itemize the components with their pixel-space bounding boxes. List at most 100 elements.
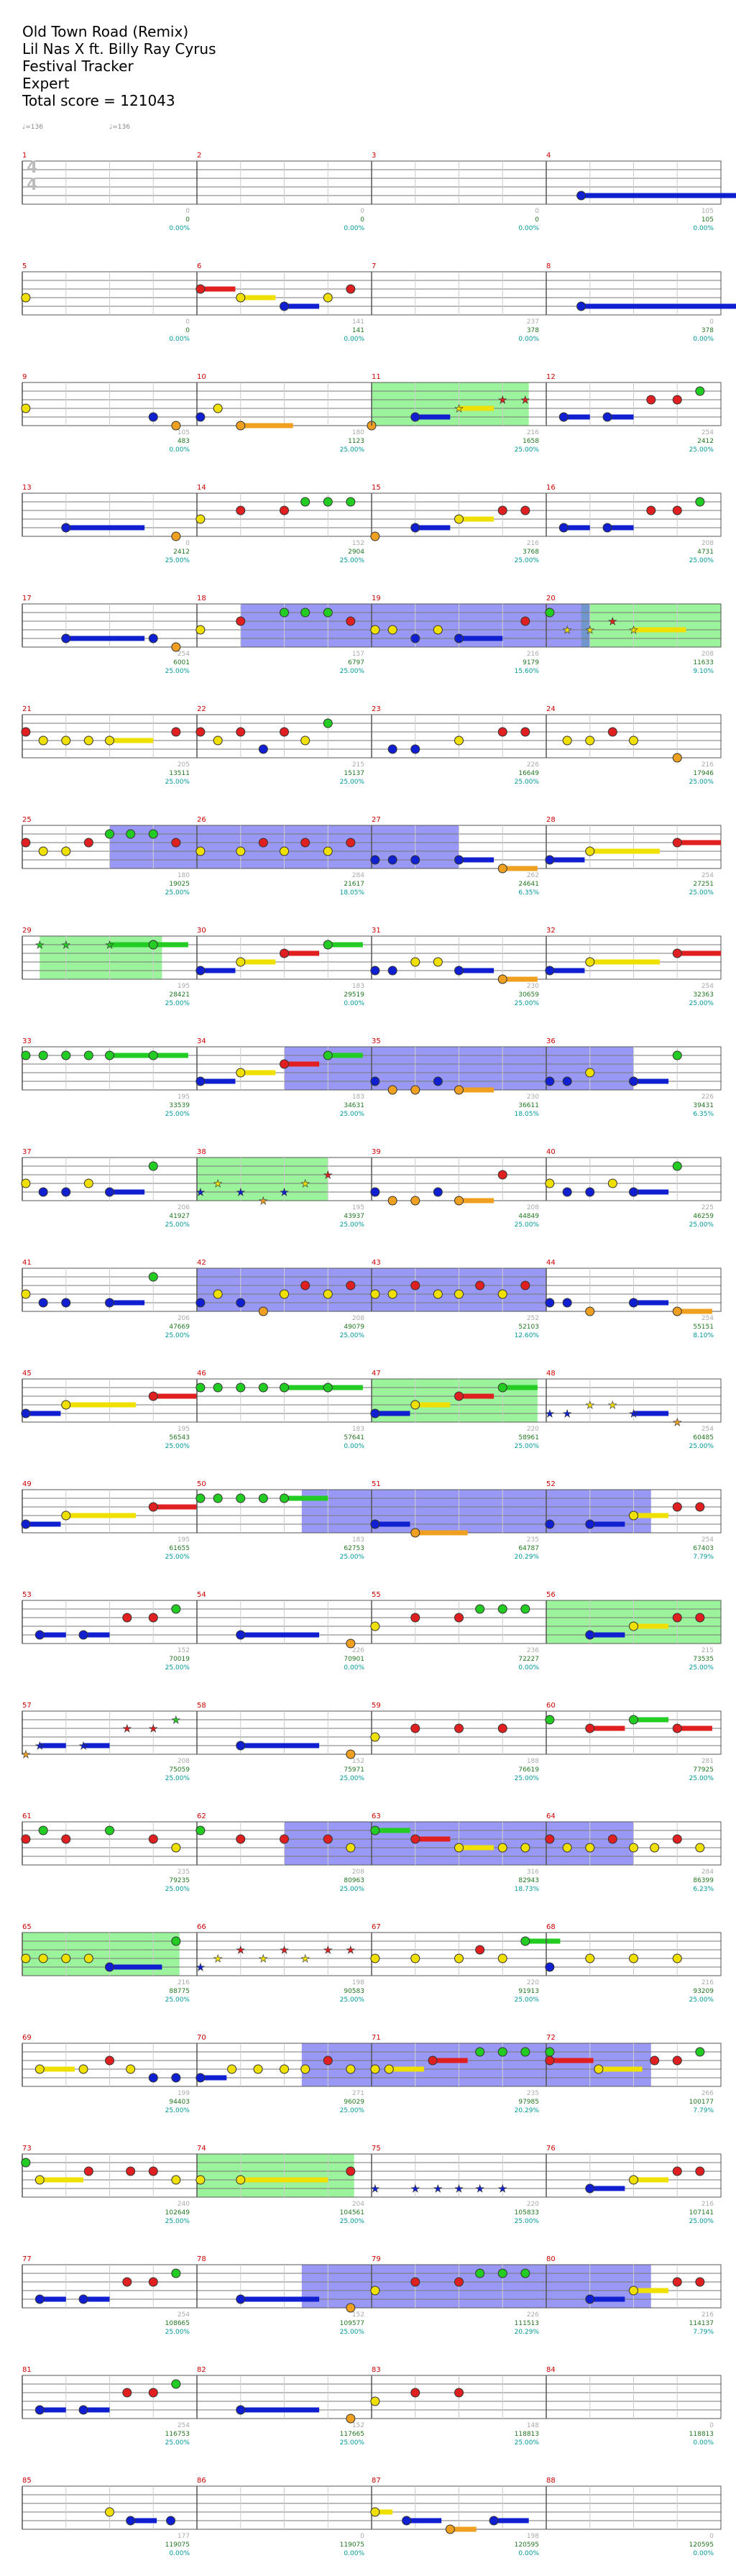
measure-score: 72227	[518, 1656, 539, 1663]
star-note: ★	[498, 2183, 507, 2195]
note-gem	[171, 642, 181, 652]
star-note: ★	[454, 403, 464, 415]
measure-score: 44849	[518, 1213, 539, 1220]
note-gem	[585, 1519, 595, 1529]
measure-score: 2412	[697, 438, 714, 445]
measure-percent: 0.00%	[518, 225, 539, 232]
note-gem	[585, 1187, 595, 1197]
note-gem	[61, 1834, 71, 1844]
measure-number: 28	[546, 816, 556, 824]
note-gem	[236, 505, 246, 515]
sustain-tail	[459, 968, 494, 973]
note-gem	[454, 1196, 464, 1206]
note-gem	[585, 1306, 595, 1316]
measure-percent: 0.00%	[693, 225, 714, 232]
measure-percent: 25.00%	[340, 1886, 365, 1893]
measure-number: 60	[546, 1702, 556, 1710]
star-note: ★	[196, 1187, 206, 1198]
notes-per-second: 235	[527, 2090, 539, 2097]
sustain-tail	[459, 1087, 494, 1093]
sustain-tail	[564, 414, 590, 420]
star-note: ★	[172, 1715, 181, 1726]
measure-number: 16	[546, 484, 556, 492]
measure-score: 80963	[344, 1877, 364, 1884]
note-gem	[258, 1383, 268, 1393]
measure-number: 81	[22, 2366, 32, 2374]
measure-number: 85	[22, 2477, 32, 2485]
notes-per-second: 0	[185, 208, 190, 215]
sustain-tail	[109, 1964, 162, 1970]
measure-number: 27	[372, 816, 381, 824]
measure-score: 27251	[693, 881, 714, 888]
note-gem	[196, 1298, 206, 1308]
note-gem	[126, 2166, 136, 2176]
sustain-tail	[374, 1411, 410, 1416]
measure-number: 50	[197, 1480, 206, 1488]
sustain-tail	[589, 959, 660, 965]
star-note: ★	[454, 2183, 464, 2195]
note-gem	[236, 2405, 246, 2415]
measure-number: 43	[372, 1259, 381, 1267]
measure-number: 74	[197, 2145, 206, 2153]
note-gem	[602, 523, 612, 533]
notes-per-second: 195	[178, 1094, 190, 1101]
note-gem	[21, 2158, 31, 2168]
measure-percent: 20.29%	[515, 2107, 540, 2114]
note-gem	[576, 191, 586, 201]
note-gem	[61, 846, 71, 856]
note-gem	[672, 1050, 682, 1060]
note-gem	[410, 1280, 420, 1291]
note-gem	[236, 1068, 246, 1078]
note-gem	[323, 846, 333, 856]
note-gem	[695, 2047, 705, 2057]
measure-number: 12	[546, 373, 556, 381]
note-gem	[83, 1050, 93, 1060]
measure-percent: 25.00%	[340, 668, 365, 675]
note-gem	[34, 2064, 45, 2074]
note-gem	[585, 1953, 595, 1963]
track-row: 7725410866525.00%7815210957725.00%792261…	[22, 2255, 722, 2336]
sustain-tail	[589, 2296, 625, 2302]
note-gem	[346, 1749, 356, 1759]
notes-per-second: 177	[178, 2533, 190, 2540]
note-gem	[280, 1834, 289, 1844]
note-gem	[213, 735, 223, 746]
note-gem	[497, 1604, 507, 1614]
sustain-tail	[284, 1061, 320, 1067]
note-gem	[433, 1076, 443, 1086]
note-gem	[280, 727, 289, 737]
note-gem	[387, 744, 397, 754]
measure-number: 37	[22, 1148, 32, 1156]
measure-number: 58	[197, 1702, 206, 1710]
notes-per-second: 183	[352, 1094, 364, 1101]
note-gem	[410, 1085, 420, 1095]
measure-number: 29	[22, 927, 32, 935]
sustain-tail	[502, 1385, 538, 1390]
measure-number: 55	[372, 1591, 381, 1599]
note-gem	[300, 608, 310, 618]
measure-number: 64	[546, 1812, 556, 1820]
measure-score: 75971	[344, 1766, 364, 1774]
measure-number: 78	[197, 2255, 206, 2263]
measure-percent: 6.23%	[693, 1886, 714, 1893]
note-gem	[454, 514, 464, 524]
measure-score: 105833	[515, 2209, 539, 2217]
sustain-tail	[284, 303, 320, 309]
measure-score: 19025	[169, 881, 190, 888]
measure-number: 9	[22, 373, 27, 381]
notes-per-second: 188	[527, 1758, 539, 1765]
measure-score: 41927	[169, 1213, 190, 1220]
measure-number: 53	[22, 1591, 32, 1599]
sustain-tail	[374, 2509, 393, 2515]
measure-number: 11	[372, 373, 381, 381]
note-gem	[497, 727, 507, 737]
sustain-tail	[284, 1495, 328, 1501]
note-gem	[166, 2516, 176, 2526]
notes-per-second: 215	[702, 1647, 714, 1654]
sustain-tail	[633, 1513, 669, 1518]
notes-per-second: 216	[527, 651, 539, 658]
measure-percent: 0.00%	[693, 2439, 714, 2447]
star-note: ★	[585, 1400, 594, 1411]
note-gem	[433, 1187, 443, 1197]
sustain-tail	[200, 2075, 227, 2081]
